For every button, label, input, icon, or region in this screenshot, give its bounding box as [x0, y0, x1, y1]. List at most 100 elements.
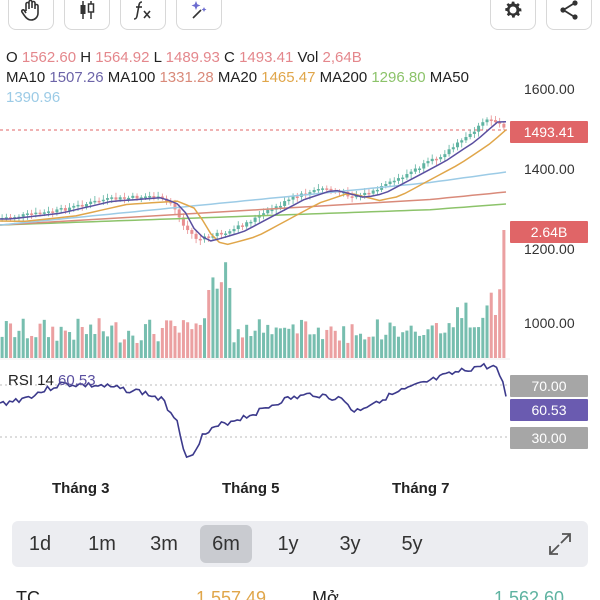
candle [25, 213, 29, 215]
price-chart[interactable]: 1600.00 1400.00 1200.00 1000.00 [0, 80, 600, 470]
candle [207, 236, 211, 238]
candle [93, 200, 97, 203]
volume-bar [181, 320, 185, 358]
ma200-line [0, 203, 507, 226]
candle [46, 211, 50, 213]
candle [270, 209, 274, 212]
volume-bar [34, 337, 38, 358]
volume-bar [278, 328, 282, 358]
volume-bar [502, 230, 506, 358]
volume-bar [76, 318, 80, 358]
volume-bar [143, 324, 147, 358]
volume-bar [59, 326, 63, 358]
volume-bar [295, 333, 299, 358]
volume-bar [371, 336, 375, 358]
ma100-line [0, 191, 507, 226]
volume-bar [498, 289, 502, 358]
settings-button[interactable] [490, 0, 536, 30]
volume-tag: 2.64B [510, 221, 588, 243]
candle [329, 188, 333, 191]
candle [38, 212, 42, 215]
range-5y-button[interactable]: 5y [401, 532, 423, 555]
volume-bar [114, 322, 118, 358]
candle [55, 209, 59, 213]
drawing-tools-button[interactable] [176, 0, 222, 30]
candle [456, 142, 460, 148]
close-value: 1493.41 [239, 49, 294, 66]
candle [392, 180, 396, 183]
candle [240, 225, 244, 227]
rsi-value-tag: 60.53 [510, 399, 588, 421]
candle [460, 140, 464, 143]
candle [295, 196, 299, 199]
reference-value: 1,557.49 [196, 588, 267, 600]
volume-bar [127, 330, 131, 358]
share-button[interactable] [546, 0, 592, 30]
candle [97, 200, 101, 203]
volume-bar [84, 334, 88, 358]
volume-bars [0, 230, 506, 358]
rsi-line [0, 362, 507, 459]
range-1d-button[interactable]: 1d [28, 532, 52, 555]
range-3y-button[interactable]: 3y [339, 532, 361, 555]
candle [118, 197, 122, 200]
volume-bar [190, 329, 194, 358]
magic-icon [191, 1, 207, 19]
candle [388, 181, 392, 185]
price-tick-1400: 1400.00 [524, 161, 575, 177]
volume-bar [93, 334, 97, 358]
candle [198, 238, 202, 241]
candle [371, 190, 375, 194]
volume-bar [266, 324, 270, 358]
volume-bar [194, 323, 198, 358]
volume-bar [409, 325, 413, 358]
candle [253, 217, 257, 222]
candle [430, 158, 434, 162]
candle [106, 198, 110, 200]
candle [426, 161, 430, 164]
candle [443, 154, 447, 158]
range-6m-button[interactable]: 6m [200, 525, 252, 563]
candle [139, 197, 143, 199]
hand-tool-button[interactable] [8, 0, 54, 30]
rsi-upper-tag: 70.00 [510, 375, 588, 397]
volume-bar [122, 339, 126, 358]
chart-type-button[interactable] [64, 0, 110, 30]
volume-bar [42, 319, 46, 358]
volume-bar [110, 325, 114, 358]
candle [232, 229, 236, 232]
volume-bar [156, 341, 160, 358]
volume-bar [106, 336, 110, 358]
candle [135, 195, 139, 199]
close-label: C [224, 49, 235, 66]
candle [9, 217, 13, 219]
volume-bar [299, 319, 303, 358]
volume-bar [375, 319, 379, 358]
candle [316, 189, 320, 191]
ma100-label: MA100 [107, 69, 156, 86]
volume-bar [333, 330, 337, 358]
volume-bar [329, 326, 333, 358]
range-1y-button[interactable]: 1y [277, 532, 299, 555]
volume-bar [253, 330, 257, 358]
candle [80, 204, 84, 207]
volume-bar [25, 338, 29, 358]
volume-bar [388, 322, 392, 358]
candle [21, 214, 25, 217]
volume-bar [384, 334, 388, 358]
range-1m-button[interactable]: 1m [88, 532, 116, 555]
candle [228, 231, 232, 234]
candle [468, 133, 472, 138]
volume-bar [283, 327, 287, 358]
volume-bar [430, 325, 434, 358]
range-3m-button[interactable]: 3m [150, 532, 178, 555]
candle [350, 196, 354, 198]
fullscreen-button[interactable] [546, 530, 574, 558]
candle [278, 205, 282, 208]
candle [76, 204, 80, 207]
volume-bar [460, 318, 464, 358]
volume-bar [405, 330, 409, 358]
candle [434, 158, 438, 161]
indicators-button[interactable] [120, 0, 166, 30]
formula-icon [133, 1, 151, 20]
